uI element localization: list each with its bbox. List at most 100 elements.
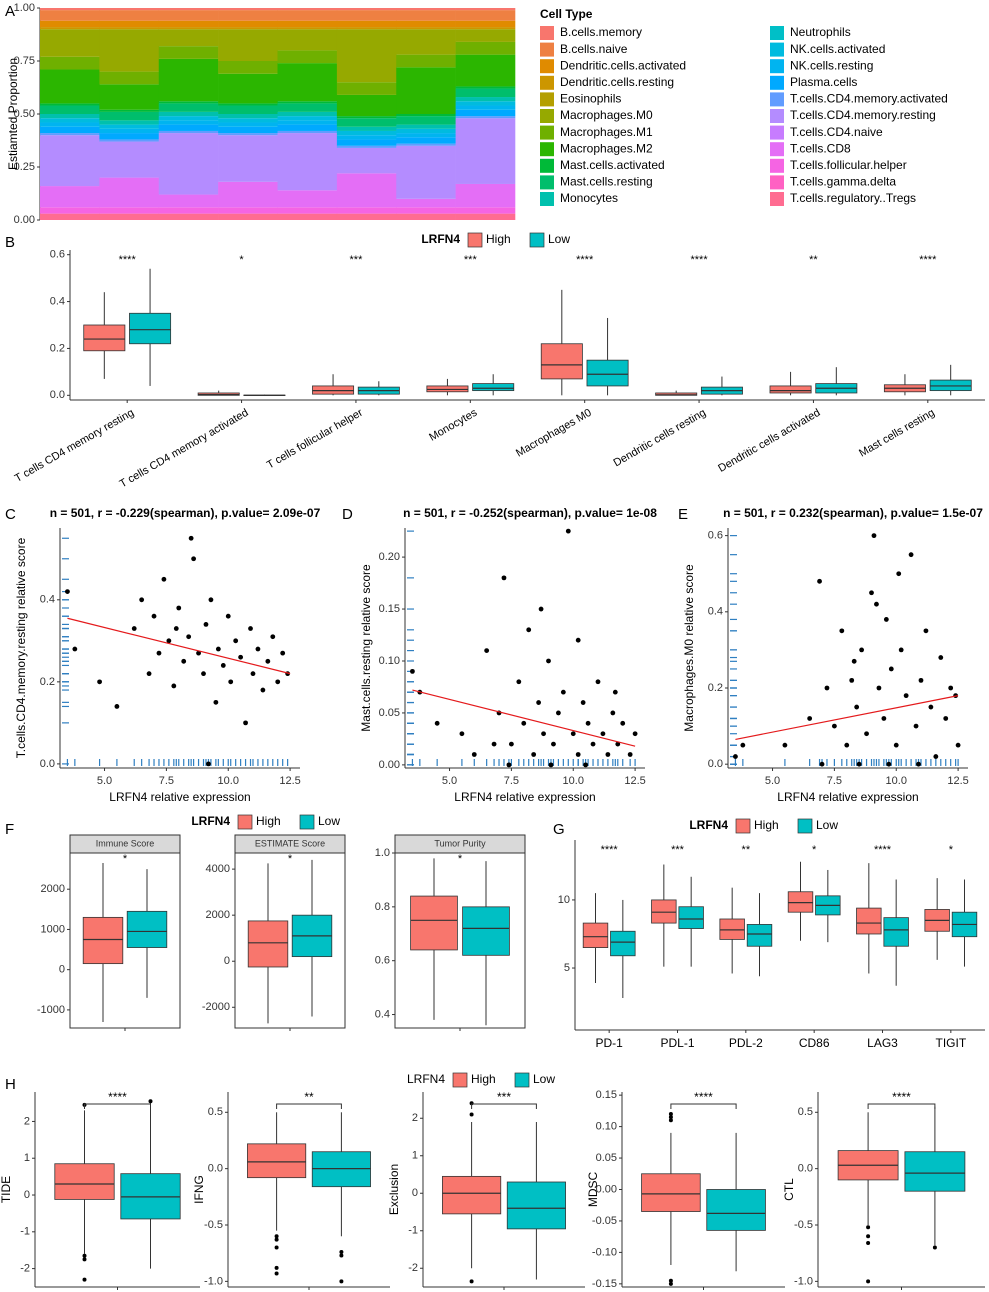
point [632,731,638,737]
stack-segment [336,145,397,148]
y-tick-label: 0.5 [208,1106,223,1118]
point [203,622,209,627]
y-tick-label: 0.05 [596,1152,617,1164]
stack-segment [218,114,278,119]
stack-segment [277,63,338,102]
stack-segment [158,116,219,121]
legend-swatch [540,192,554,206]
stack-segment [158,58,219,102]
stack-segment [99,71,160,85]
legend-swatch [540,125,554,140]
legend-swatch [770,125,784,140]
stack-segment [40,29,100,57]
chart-title: n = 501, r = -0.252(spearman), p.value= … [403,506,657,520]
legend-label: B.cells.naive [560,42,628,56]
legend-swatch [540,92,554,107]
point [595,679,601,685]
y-tick-label: 0.4 [708,606,723,618]
point [923,628,929,634]
panel-label: E [678,506,688,523]
stack-segment [336,29,397,83]
legend-label: NK.cells.resting [790,58,873,72]
signif-label: *** [464,254,478,266]
y-axis-label: Mast.cells.resting relative score [359,564,373,732]
legend-label: High [471,1072,496,1086]
point [600,731,606,737]
point [131,626,137,631]
stack-segment [277,10,338,21]
outlier [866,1225,871,1230]
point [191,556,197,562]
outlier [932,1245,937,1250]
stack-segment [40,186,100,208]
box [442,1175,502,1215]
y-tick-label: 0.0 [208,1163,223,1175]
stack-segment [455,54,516,87]
box [83,324,126,352]
x-tick-label: 5.0 [97,775,112,787]
stack-segment [336,118,397,127]
outlier [82,1253,87,1258]
y-tick-label: -0.5 [204,1219,223,1231]
stack-segment [40,135,100,187]
box [883,917,909,947]
point [546,658,551,664]
fit-line [735,695,959,741]
point [186,634,192,640]
legend-label: Monocytes [560,191,618,205]
x-tick-label: PDL-2 [729,1036,763,1050]
stack-segment [455,29,516,42]
point [740,742,746,748]
legend-swatch [770,26,784,40]
stack-segment [396,114,456,117]
x-tick-label: 12.5 [947,775,968,787]
point [903,693,909,699]
point [220,663,226,668]
stack-segment [277,50,338,64]
point [484,648,490,653]
outlier [274,1265,279,1270]
y-tick-label: 0 [412,1187,418,1199]
point [612,689,618,695]
y-tick-label: -1 [408,1225,418,1237]
point [255,646,261,652]
stack-segment [336,147,397,174]
y-axis-label: Estiamted Proportion [6,58,20,170]
stack-segment [218,10,278,21]
box [82,916,124,965]
point [886,761,892,767]
x-tick-label: 10.0 [886,775,907,787]
signif-label: * [812,844,817,856]
stack-segment [40,126,100,134]
point [849,677,855,683]
box [719,918,745,940]
y-tick-label: 0.2 [50,342,65,354]
signif-label: * [949,844,954,856]
y-tick-label: 0.4 [375,1008,390,1020]
box [247,920,289,968]
stack-segment [158,130,219,134]
x-tick-label: 12.5 [279,775,300,787]
signif-bracket [670,1103,737,1109]
point [471,752,477,757]
point [824,685,830,691]
point [864,731,869,737]
outlier [148,1099,153,1104]
stack-segment [336,207,397,214]
stack-segment [158,124,219,131]
signif-label: **** [576,254,594,266]
stack-segment [396,137,456,144]
legend-swatch [540,42,554,57]
signif-label: **** [601,844,619,856]
point [491,741,497,747]
outlier [82,1257,87,1262]
legend-label: T.cells.CD4.memory.activated [790,92,948,106]
y-tick-label: 4000 [206,863,230,875]
legend-label: Macrophages.M2 [560,141,653,155]
legend-swatch [540,175,554,190]
legend-label: Dendritic.cells.activated [560,58,686,72]
legend-label: High [754,818,779,832]
stack-segment [277,213,338,220]
legend-label: Eosinophils [560,92,621,106]
y-tick-label: 0.10 [379,655,400,667]
